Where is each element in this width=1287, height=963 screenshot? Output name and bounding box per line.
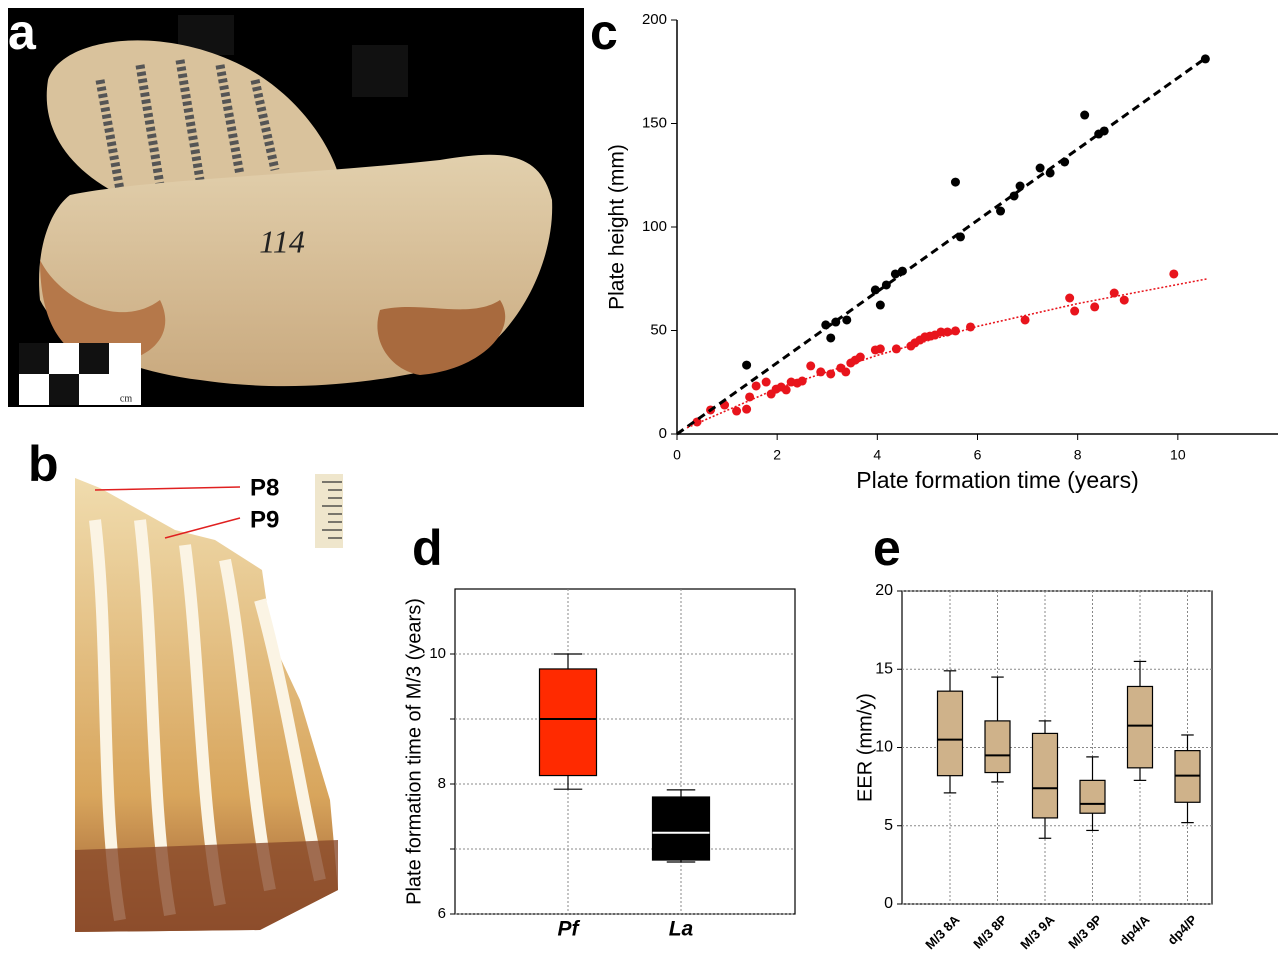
panel-label: b: [28, 436, 59, 492]
point: [806, 361, 815, 370]
y-tick-label: 10: [875, 739, 893, 756]
box: [1033, 733, 1058, 818]
photo-b: P8 P9: [75, 474, 343, 932]
point: [826, 369, 835, 378]
y-tick-label: 150: [642, 114, 667, 131]
x-tick-label: 6: [974, 447, 982, 463]
y-axis-label: EER (mm/y): [854, 693, 876, 802]
point: [1090, 302, 1099, 311]
box: [540, 669, 597, 776]
box: [1128, 686, 1153, 767]
point: [1070, 307, 1079, 316]
x-tick-label: 10: [1170, 447, 1186, 463]
y-axis-label: Plate height (mm): [606, 144, 629, 310]
point: [876, 301, 885, 310]
y-tick-label: 15: [875, 660, 893, 677]
box: [1080, 780, 1105, 813]
point: [1169, 269, 1178, 278]
x-tick-label: 0: [673, 447, 681, 463]
point: [826, 333, 835, 342]
y-tick-label: 5: [884, 817, 893, 834]
point: [742, 405, 751, 414]
panel-label: a: [8, 4, 37, 60]
y-tick-label: 6: [438, 905, 446, 922]
y-tick-label: 0: [884, 895, 893, 912]
point: [742, 361, 751, 370]
x-tick-label: dp4/P: [1164, 912, 1200, 948]
point: [1065, 294, 1074, 303]
x-tick-label: 8: [1074, 447, 1082, 463]
x-tick-label: La: [669, 918, 694, 941]
point: [762, 378, 771, 387]
y-tick-label: 200: [642, 11, 667, 28]
x-axis-label: Plate formation time (years): [856, 467, 1138, 493]
panel-label: c: [590, 4, 618, 60]
plate-label: P9: [250, 506, 279, 533]
point: [951, 178, 960, 187]
x-tick-label: dp4/A: [1116, 912, 1153, 949]
point: [892, 344, 901, 353]
x-tick-label: M/3 8P: [970, 912, 1010, 952]
plot-frame: [455, 589, 795, 914]
figure: 114 cm P8 P9 a b c d e 02468100501001502…: [0, 0, 1287, 963]
y-axis-label: Plate formation time of M/3 (years): [403, 598, 425, 905]
trend-line: [677, 58, 1205, 434]
scale-bar: cm: [19, 343, 141, 405]
x-tick-label: 4: [873, 447, 881, 463]
point: [876, 344, 885, 353]
box: [653, 797, 710, 860]
point: [1120, 296, 1129, 305]
point: [841, 367, 850, 376]
scale-label: cm: [120, 393, 132, 404]
panel-label: d: [412, 520, 443, 576]
x-tick-label: M/3 9A: [1017, 912, 1058, 953]
x-tick-label: M/3 8A: [922, 912, 963, 953]
x-tick-label: 2: [773, 447, 781, 463]
trend-line: [687, 279, 1208, 428]
y-tick-label: 0: [659, 425, 667, 442]
point: [842, 315, 851, 324]
y-tick-label: 20: [875, 582, 893, 599]
x-tick-label: M/3 9P: [1065, 912, 1105, 952]
box: [938, 691, 963, 776]
y-tick-label: 100: [642, 218, 667, 235]
y-tick-label: 50: [650, 321, 667, 338]
box: [985, 721, 1010, 773]
inscription: 114: [259, 223, 305, 259]
y-tick-label: 8: [438, 775, 446, 792]
point: [752, 381, 761, 390]
point: [1036, 164, 1045, 173]
photo-a: 114 cm: [8, 8, 584, 407]
panel-label: e: [873, 520, 901, 576]
x-tick-label: Pf: [558, 918, 581, 941]
point: [732, 407, 741, 416]
plate-label: P8: [250, 474, 279, 501]
y-tick-label: 10: [429, 645, 446, 662]
point: [1080, 111, 1089, 120]
